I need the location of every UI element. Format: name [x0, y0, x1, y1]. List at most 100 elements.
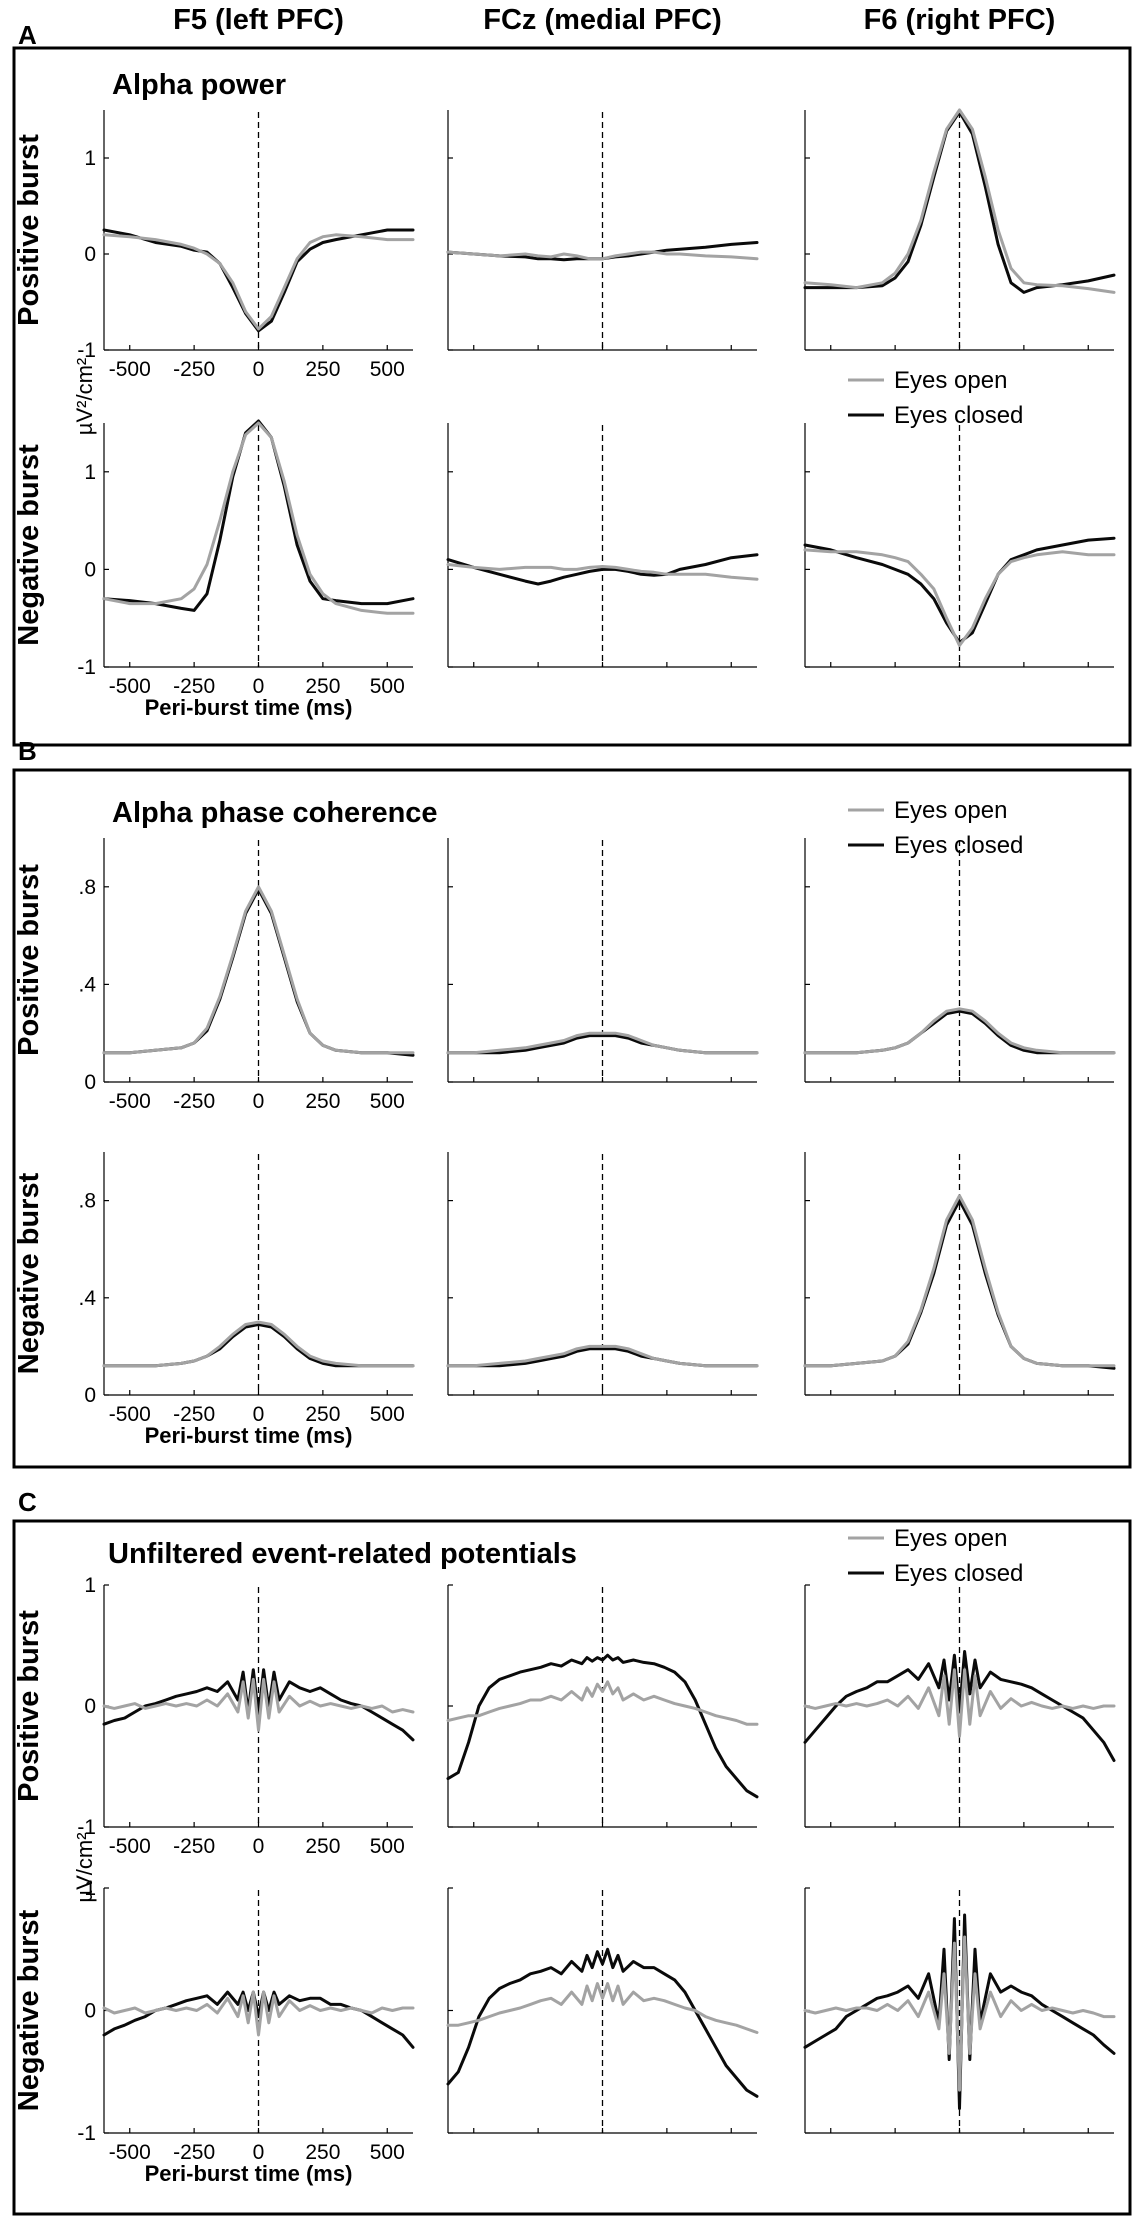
y-tick-label: -1: [77, 656, 96, 679]
x-tick-label: -250: [173, 675, 215, 698]
series-line-eyes-open: [803, 1935, 1116, 2092]
subplot-r0-c1: [446, 110, 759, 351]
row-label: Negative burst: [13, 1172, 45, 1374]
x-tick-label: 500: [370, 2141, 405, 2164]
subplot-r0-c2: [803, 108, 1116, 351]
row-label: Positive burst: [13, 864, 45, 1056]
x-tick-label: -500: [109, 358, 151, 381]
x-tick-label: -500: [109, 1403, 151, 1426]
series-line-eyes-open: [102, 885, 415, 1055]
series-line-eyes-open: [803, 548, 1116, 647]
y-axis-label: µV²/cm²: [72, 358, 97, 435]
x-tick-label: 0: [253, 1090, 265, 1113]
panel-frame: [12, 768, 1132, 1469]
legend-label-closed: Eyes closed: [894, 402, 1023, 429]
panel-C: C Unfiltered event-related potentials Posi…: [12, 1487, 1132, 2216]
x-tick-label: -250: [173, 358, 215, 381]
x-tick-label: 250: [305, 1835, 340, 1858]
series-line-eyes-open: [803, 1668, 1116, 1738]
series-line-eyes-open: [803, 1194, 1116, 1368]
x-tick-label: -500: [109, 675, 151, 698]
y-tick-label: 0: [84, 1384, 96, 1407]
y-tick-label: -1: [77, 339, 96, 362]
subplot-r1-c2: [803, 1887, 1116, 2134]
x-tick-label: 500: [370, 1090, 405, 1113]
column-header: F5 (left PFC): [173, 4, 344, 36]
panel-frame: [12, 1519, 1132, 2216]
legend-label-closed: Eyes closed: [894, 1560, 1023, 1587]
subplot-r0-c1: [446, 838, 759, 1083]
y-tick-label: .4: [78, 1287, 96, 1310]
x-axis-label: Peri-burst time (ms): [145, 695, 353, 720]
y-tick-label: 0: [84, 558, 96, 581]
series-line-eyes-open: [446, 563, 759, 581]
x-tick-label: -500: [109, 2141, 151, 2164]
y-tick-label: 0: [84, 2000, 96, 2023]
panel-frame: [12, 46, 1132, 747]
series-line-eyes-open: [102, 1677, 415, 1732]
subplot-r0-c2: [803, 838, 1116, 1083]
series-line-eyes-closed: [446, 553, 759, 586]
panel-title: Alpha phase coherence: [112, 797, 438, 829]
subplot-r1-c0: -500 -250 0 250 500 -1 0 1 Peri-burst time (ms): [77, 419, 415, 720]
column-header: F6 (right PFC): [864, 4, 1056, 36]
legend: Eyes open Eyes closed: [848, 1525, 1023, 1587]
subplot-r0-c1: [446, 1584, 759, 1828]
row-label: Positive burst: [13, 1610, 45, 1802]
x-tick-label: 250: [305, 1090, 340, 1113]
x-tick-label: 0: [253, 358, 265, 381]
x-tick-label: 500: [370, 1403, 405, 1426]
legend-label-open: Eyes open: [894, 367, 1007, 394]
y-tick-label: .8: [78, 876, 96, 899]
series-line-eyes-open: [446, 1680, 759, 1726]
x-tick-label: 250: [305, 2141, 340, 2164]
x-axis-label: Peri-burst time (ms): [145, 2161, 353, 2186]
legend: Eyes open Eyes closed: [848, 367, 1023, 429]
x-tick-label: 250: [305, 675, 340, 698]
x-tick-label: -250: [173, 1835, 215, 1858]
y-tick-label: 1: [84, 461, 96, 484]
subplot-r0-c2: [803, 1584, 1116, 1828]
legend-label-closed: Eyes closed: [894, 832, 1023, 859]
series-line-eyes-open: [102, 421, 415, 615]
column-header: FCz (medial PFC): [483, 4, 721, 36]
series-line-eyes-closed: [102, 228, 415, 333]
x-axis-label: Peri-burst time (ms): [145, 1423, 353, 1448]
x-tick-label: 0: [253, 675, 265, 698]
panel-title: Alpha power: [112, 69, 286, 101]
subplot-r1-c1: [446, 1887, 759, 2134]
subplot-r0-c0: -500 -250 0 250 500 -1 0 1: [77, 110, 415, 381]
panel-title: Unfiltered event-related potentials: [108, 1538, 577, 1570]
row-label: Negative burst: [13, 1909, 45, 2111]
y-tick-label: 0: [84, 1071, 96, 1094]
series-line-eyes-open: [446, 1982, 759, 2034]
row-label: Positive burst: [13, 134, 45, 326]
panel-B: B Alpha phase coherence Positive burst Nega…: [12, 736, 1132, 1469]
y-tick-label: 1: [84, 1877, 96, 1900]
y-tick-label: 0: [84, 243, 96, 266]
series-line-eyes-closed: [102, 419, 415, 612]
x-tick-label: -500: [109, 1090, 151, 1113]
series-line-eyes-open: [102, 1320, 415, 1368]
x-tick-label: 0: [253, 1835, 265, 1858]
x-tick-label: 0: [253, 1403, 265, 1426]
x-tick-label: -250: [173, 1090, 215, 1113]
x-tick-label: 500: [370, 675, 405, 698]
subplot-r1-c0: -500 -250 0 250 500 -1 0 1 Peri-burst time (ms): [77, 1877, 415, 2186]
row-label: Negative burst: [13, 444, 45, 646]
x-tick-label: -500: [109, 1835, 151, 1858]
panel-letter: B: [18, 736, 37, 766]
y-tick-label: 1: [84, 1574, 96, 1597]
x-tick-label: 250: [305, 358, 340, 381]
subplot-r1-c1: [446, 423, 759, 668]
subplot-r0-c0: -500 -250 0 250 500 -1 0 1: [77, 1574, 415, 1858]
y-axis-label: µV/cm²: [72, 1832, 97, 1902]
y-tick-label: .4: [78, 973, 96, 996]
x-tick-label: -250: [173, 1403, 215, 1426]
y-tick-label: -1: [77, 1816, 96, 1839]
series-line-eyes-open: [446, 1344, 759, 1368]
y-tick-label: 1: [84, 147, 96, 170]
subplot-r0-c0: -500 -250 0 250 500 0 .4 .8: [78, 838, 415, 1113]
subplot-r1-c2: [803, 423, 1116, 668]
x-tick-label: 0: [253, 2141, 265, 2164]
